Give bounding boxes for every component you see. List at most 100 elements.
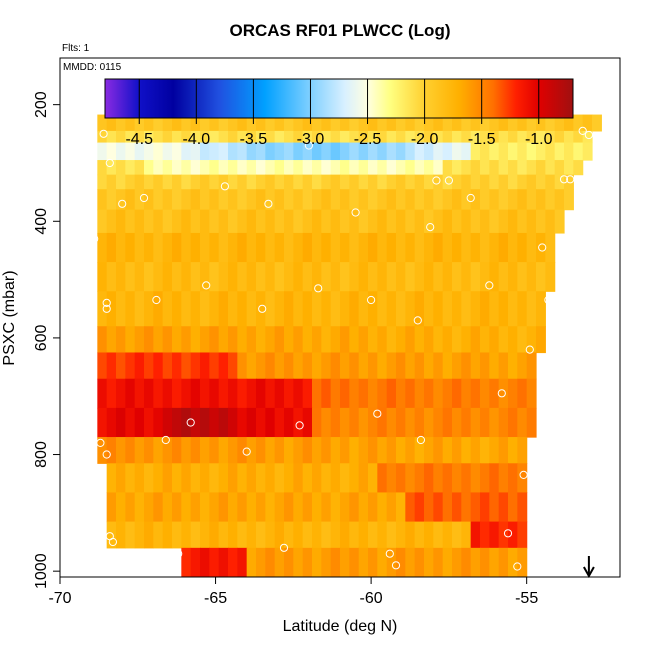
heatmap-cell [377, 262, 388, 292]
data-point [186, 418, 195, 427]
heatmap-cell [284, 326, 294, 354]
heatmap-cell [274, 547, 285, 577]
heatmap-cell [256, 174, 266, 190]
heatmap-cell [200, 189, 210, 211]
heatmap-cell [144, 352, 154, 380]
heatmap-cell [181, 407, 192, 438]
heatmap-cell [470, 160, 481, 176]
data-point [373, 409, 382, 418]
heatmap-cell [526, 209, 537, 234]
heatmap-cell [312, 437, 322, 464]
heatmap-cell [246, 209, 257, 234]
heatmap-cell [368, 352, 378, 380]
heatmap-cell [200, 262, 210, 292]
heatmap-cell [321, 437, 332, 464]
colorbar-tick-label: -3.5 [240, 131, 268, 148]
heatmap-cell [209, 463, 220, 494]
heatmap-cell [405, 174, 416, 190]
heatmap-cell [386, 463, 397, 494]
heatmap-cell [424, 114, 434, 132]
heatmap-cell [340, 209, 350, 234]
heatmap-cell [554, 142, 565, 161]
heatmap-cell [461, 160, 472, 176]
heatmap-cell [237, 492, 248, 523]
heatmap-cell [256, 463, 266, 494]
heatmap-cell [396, 326, 406, 354]
heatmap-cell [312, 174, 322, 190]
heatmap-cell [414, 521, 425, 549]
heatmap-cell [302, 160, 313, 176]
heatmap-cell [172, 407, 182, 438]
heatmap-cell [349, 521, 360, 549]
heatmap-cell [125, 326, 136, 354]
heatmap-cell [480, 547, 490, 577]
heatmap-cell [190, 547, 201, 577]
heatmap-cell [433, 142, 444, 161]
heatmap-cell [545, 232, 556, 263]
heatmap-cell [200, 378, 210, 409]
heatmap-cell [284, 160, 294, 176]
heatmap-cell [340, 130, 350, 144]
heatmap-cell [368, 262, 378, 292]
heatmap-cell [209, 492, 220, 523]
heatmap-cell [386, 114, 397, 132]
heatmap-cell [330, 209, 341, 234]
heatmap-cell [330, 130, 341, 144]
heatmap-cell [461, 326, 472, 354]
heatmap-cell [106, 130, 117, 144]
heatmap-cell [349, 407, 360, 438]
heatmap-cell [172, 209, 182, 234]
heatmap-cell [498, 232, 509, 263]
heatmap-cell [284, 142, 294, 161]
arrow-head [583, 566, 595, 579]
heatmap-cell [246, 232, 257, 263]
heatmap-cell [153, 463, 164, 494]
heatmap-cell [442, 232, 453, 263]
x-tick-label: -70 [48, 590, 71, 607]
heatmap-cell [106, 262, 117, 292]
heatmap-cell [508, 232, 518, 263]
heatmap-cell [181, 209, 192, 234]
heatmap-cell [218, 437, 229, 464]
heatmap-cell [358, 160, 369, 176]
heatmap-cell [190, 521, 201, 549]
heatmap-cell [293, 130, 304, 144]
heatmap-cell [498, 521, 509, 549]
chart-title: ORCAS RF01 PLWCC (Log) [230, 21, 451, 40]
heatmap-cell [97, 437, 108, 464]
heatmap-cell [162, 326, 173, 354]
heatmap-cell [452, 326, 462, 354]
heatmap-cell [452, 130, 462, 144]
heatmap-cell [181, 437, 192, 464]
colorbar-rect [104, 78, 574, 119]
heatmap-cell [162, 130, 173, 144]
heatmap-cell [405, 352, 416, 380]
heatmap-cell [302, 291, 313, 327]
heatmap-cell [312, 492, 322, 523]
heatmap-cell [162, 352, 173, 380]
heatmap-cell [433, 547, 444, 577]
heatmap-cell [442, 209, 453, 234]
heatmap-cell [582, 130, 593, 144]
heatmap-cell [228, 130, 238, 144]
heatmap-cell [209, 547, 220, 577]
heatmap-cell [554, 174, 565, 190]
heatmap-cell [190, 407, 201, 438]
heatmap-cell [153, 521, 164, 549]
heatmap-cell [265, 521, 276, 549]
heatmap-cell [116, 521, 126, 549]
heatmap-cell [564, 130, 574, 144]
heatmap-cell [536, 174, 546, 190]
heatmap-cell [480, 463, 490, 494]
heatmap-cell [480, 492, 490, 523]
heatmap-cell [480, 291, 490, 327]
heatmap-cell [340, 437, 350, 464]
heatmap-cell [312, 463, 322, 494]
heatmap-cell [349, 463, 360, 494]
heatmap-cell [564, 114, 574, 132]
heatmap-cell [470, 114, 481, 132]
heatmap-cell [526, 407, 537, 438]
heatmap-cell [377, 547, 388, 577]
heatmap-cell [480, 209, 490, 234]
heatmap-cell [545, 174, 556, 190]
